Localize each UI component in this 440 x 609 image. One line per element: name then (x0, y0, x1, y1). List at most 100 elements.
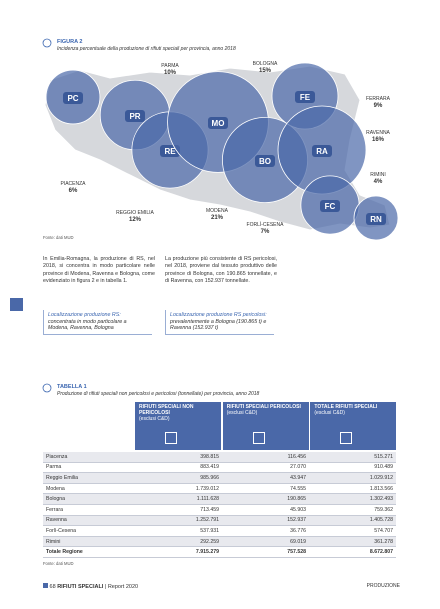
province-name: BOLOGNA (253, 61, 278, 67)
table-row: Ferrara 713.459 45.903 759.362 (43, 504, 396, 516)
table-cell: 43.947 (222, 472, 309, 484)
province-name: PARMA (161, 63, 179, 69)
table-cell: 757.528 (222, 546, 309, 558)
table-cell: 27.070 (222, 462, 309, 474)
table-icon (42, 383, 52, 393)
side-icon (10, 298, 23, 311)
callout-body: concentrata in modo particolare a Modena… (48, 318, 127, 332)
table-cell: 292.259 (135, 536, 222, 548)
table-row: Piacenza 398.815 116.456 515.271 (43, 452, 396, 463)
column-header: RIFIUTI SPECIALI NON PERICOLOSI (esclusi … (135, 402, 221, 450)
table-row: Ravenna 1.252.791 152.937 1.405.728 (43, 515, 396, 527)
bubble-badge (63, 92, 83, 104)
province-pct: 9% (374, 103, 383, 109)
table-cell: 190.865 (222, 493, 309, 505)
province-pct: 7% (261, 229, 270, 235)
figure-source: Fonte: dati MUD (43, 235, 74, 240)
table-cell: 152.937 (222, 515, 309, 527)
table-cell: Ferrara (43, 504, 135, 516)
table-cell: 1.813.566 (309, 483, 396, 495)
bubble-code: FE (300, 93, 311, 102)
table-row: Parma 883.419 27.070 910.489 (43, 462, 396, 474)
callout-body: prevalentemente a Bologna (190.865 t) e … (170, 318, 267, 332)
callout: Localizzazione produzione RS pericolosi:… (165, 310, 274, 335)
table: Piacenza 398.815 116.456 515.271 Parma 883.41… (43, 452, 396, 558)
province-pct: 6% (69, 188, 78, 194)
table-cell: Forlì-Cesena (43, 525, 135, 537)
bubble-badge (312, 145, 332, 157)
province-pct: 16% (372, 137, 385, 143)
paragraph: In Emilia-Romagna, la produzione di RS, … (43, 256, 155, 285)
table-source: Fonte: dati MUD (43, 561, 74, 566)
province-pct: 10% (164, 70, 177, 76)
callout-title: Localizzazione produzione RS pericolosi: (170, 312, 267, 318)
bubble-badge (255, 155, 275, 167)
bubble-code: PR (129, 112, 140, 121)
province-name: RAVENNA (366, 130, 390, 136)
report: | Report 2020 (104, 584, 139, 590)
table-cell: Parma (43, 462, 135, 474)
table-cell: 713.459 (135, 504, 222, 516)
table-label: TABELLA 1 (57, 384, 87, 390)
column-icon (252, 432, 265, 444)
table-row: Rimini 292.259 69.019 361.278 (43, 536, 396, 548)
table-cell: 7.915.279 (135, 546, 222, 558)
table-cell: 8.672.807 (309, 546, 396, 558)
table-cell: 574.707 (309, 525, 396, 537)
table-cell: Modena (43, 483, 135, 495)
province-name: MODENA (206, 208, 229, 214)
table-cell: 1.252.791 (135, 515, 222, 527)
bubble-code: PC (67, 94, 78, 103)
table-cell: 759.362 (309, 504, 396, 516)
province-pct: 15% (259, 68, 272, 74)
table-cell: 45.903 (222, 504, 309, 516)
column-title: TOTALE RIFIUTI SPECIALI (314, 404, 378, 410)
table-cell: Totale Regione (43, 546, 135, 558)
figure-title: Incidenza percentuale della produzione d… (57, 46, 236, 52)
table-cell: 537.931 (135, 525, 222, 537)
column-note: (esclusi C&D) (139, 415, 170, 422)
table-cell: 361.278 (309, 536, 396, 548)
column-title: RIFIUTI SPECIALI NON PERICOLOSI (139, 404, 194, 416)
bubble-code: MO (212, 119, 225, 128)
section: PRODUZIONE (366, 583, 400, 589)
table-row: Modena 1.739.012 74.555 1.813.566 (43, 483, 396, 495)
table-row: Bologna 1.111.628 190.865 1.302.493 (43, 493, 396, 505)
column-header: TOTALE RIFIUTI SPECIALI (esclusi C&D) (310, 402, 397, 450)
province-name: REGGIO EMILIA (116, 210, 154, 216)
table-cell: 883.419 (135, 462, 222, 474)
table-cell: 398.815 (135, 452, 222, 463)
bubble-code: RN (370, 215, 382, 224)
bubble-code: RE (164, 147, 176, 156)
column-note: (esclusi C&D) (226, 409, 258, 416)
page-number: 68 (49, 584, 56, 590)
column-icon (340, 432, 353, 444)
paragraph: La produzione più consistente di RS peri… (165, 256, 277, 285)
province-name: PIACENZA (60, 181, 86, 187)
table-row: Reggio Emilia 985.966 43.947 1.029.912 (43, 472, 396, 484)
table-cell: 116.456 (222, 452, 309, 463)
bubble-code: BO (259, 157, 271, 166)
footer: 68 RIFIUTI SPECIALI | Report 2020 (43, 583, 138, 590)
callout: Localizzazione produzione RS: concentrata… (43, 310, 152, 335)
column-icon (165, 432, 177, 444)
figure-label: FIGURA 2 (57, 39, 82, 45)
table-cell: 910.489 (309, 462, 396, 474)
province-pct: 12% (129, 217, 142, 223)
table-cell: 36.776 (222, 525, 309, 537)
footer-icon (43, 583, 48, 588)
table-cell: 1.302.493 (309, 493, 396, 505)
table-cell: Reggio Emilia (43, 472, 135, 484)
table-cell: 515.271 (309, 452, 396, 463)
table-cell: 985.966 (135, 472, 222, 484)
table-row: Forlì-Cesena 537.931 36.776 574.707 (43, 525, 396, 537)
table-cell: 1.405.728 (309, 515, 396, 527)
publication: RIFIUTI SPECIALI (57, 584, 104, 590)
province-name: RIMINI (370, 172, 386, 178)
figure-icon (42, 38, 52, 48)
callout-title: Localizzazione produzione RS: (48, 312, 121, 318)
table-cell: 1.111.628 (135, 493, 222, 505)
table-cell: Piacenza (43, 452, 135, 463)
province-name: FERRARA (366, 96, 391, 102)
